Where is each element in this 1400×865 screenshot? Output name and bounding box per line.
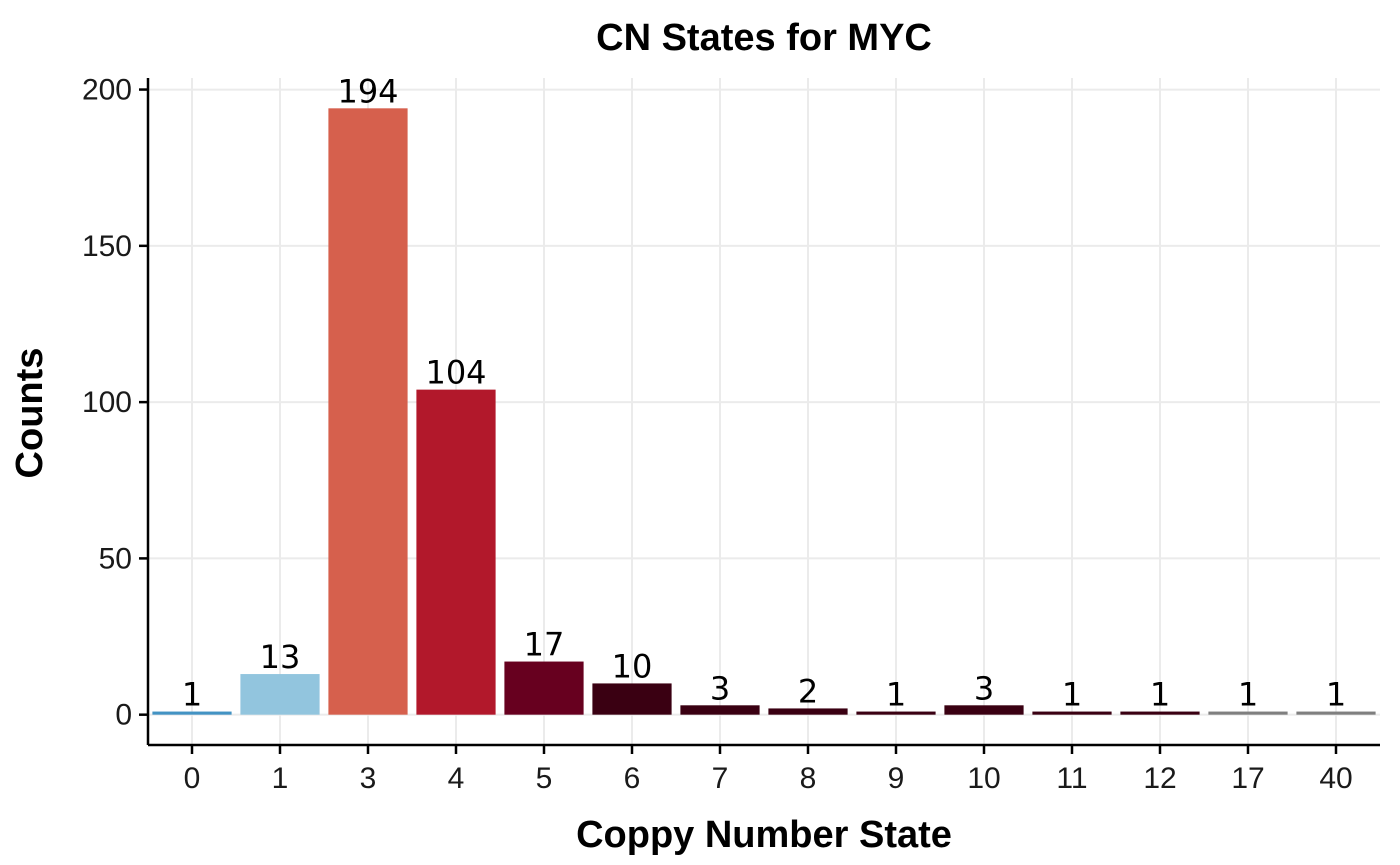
grid-lines [148, 78, 1380, 745]
y-tick-label-0: 0 [115, 699, 132, 732]
data-label-40: 1 [1326, 676, 1346, 714]
data-label-0: 1 [182, 676, 202, 714]
axes [146, 78, 1380, 747]
bar-3 [328, 108, 408, 715]
data-label-9: 1 [886, 676, 906, 714]
data-label-4: 104 [425, 354, 486, 392]
x-tick-label-7: 7 [712, 762, 729, 795]
y-tick-label-50: 50 [99, 542, 132, 575]
x-tick-label-0: 0 [184, 762, 201, 795]
data-label-12: 1 [1150, 676, 1170, 714]
bar-1 [240, 674, 320, 715]
bar-7 [680, 705, 760, 715]
bar-11 [1032, 711, 1112, 715]
data-label-11: 1 [1062, 676, 1082, 714]
bar-12 [1120, 711, 1200, 715]
data-label-6: 10 [612, 647, 653, 685]
x-tick-label-8: 8 [800, 762, 817, 795]
x-tick-label-12: 12 [1143, 762, 1176, 795]
data-label-10: 3 [974, 669, 994, 707]
data-label-8: 2 [798, 672, 818, 710]
x-tick-label-40: 40 [1319, 762, 1352, 795]
bar-4 [416, 389, 496, 715]
bar-40 [1296, 711, 1376, 715]
bars [152, 108, 1376, 715]
bar-17 [1208, 711, 1288, 715]
x-tick-label-11: 11 [1056, 762, 1087, 795]
y-axis-title: Counts [9, 348, 51, 479]
x-tick-label-9: 9 [888, 762, 905, 795]
y-tick-label-100: 100 [82, 386, 132, 419]
y-tick-label-150: 150 [82, 230, 132, 263]
x-tick-label-3: 3 [360, 762, 377, 795]
bar-5 [504, 661, 584, 715]
x-axis-title: Coppy Number State [576, 814, 952, 856]
y-tick-label-200: 200 [82, 74, 132, 107]
x-axis-ticks: 0 1 3 4 5 6 7 8 9 10 11 12 17 40 [184, 745, 1353, 795]
bar-8 [768, 708, 848, 715]
data-label-7: 3 [710, 669, 730, 707]
y-axis-ticks: 0 50 100 150 200 [82, 74, 148, 732]
bar-0 [152, 711, 232, 715]
data-label-1: 13 [260, 638, 301, 676]
x-tick-label-1: 1 [272, 762, 289, 795]
x-tick-label-5: 5 [536, 762, 553, 795]
x-tick-label-6: 6 [624, 762, 641, 795]
bar-9 [856, 711, 936, 715]
bar-10 [944, 705, 1024, 715]
chart-title: CN States for MYC [596, 17, 932, 59]
x-tick-label-4: 4 [448, 762, 465, 795]
data-label-17: 1 [1238, 676, 1258, 714]
x-tick-label-17: 17 [1231, 762, 1264, 795]
bar-6 [592, 683, 672, 715]
data-label-3: 194 [337, 72, 398, 110]
data-label-5: 17 [524, 626, 565, 664]
x-tick-label-10: 10 [967, 762, 1000, 795]
